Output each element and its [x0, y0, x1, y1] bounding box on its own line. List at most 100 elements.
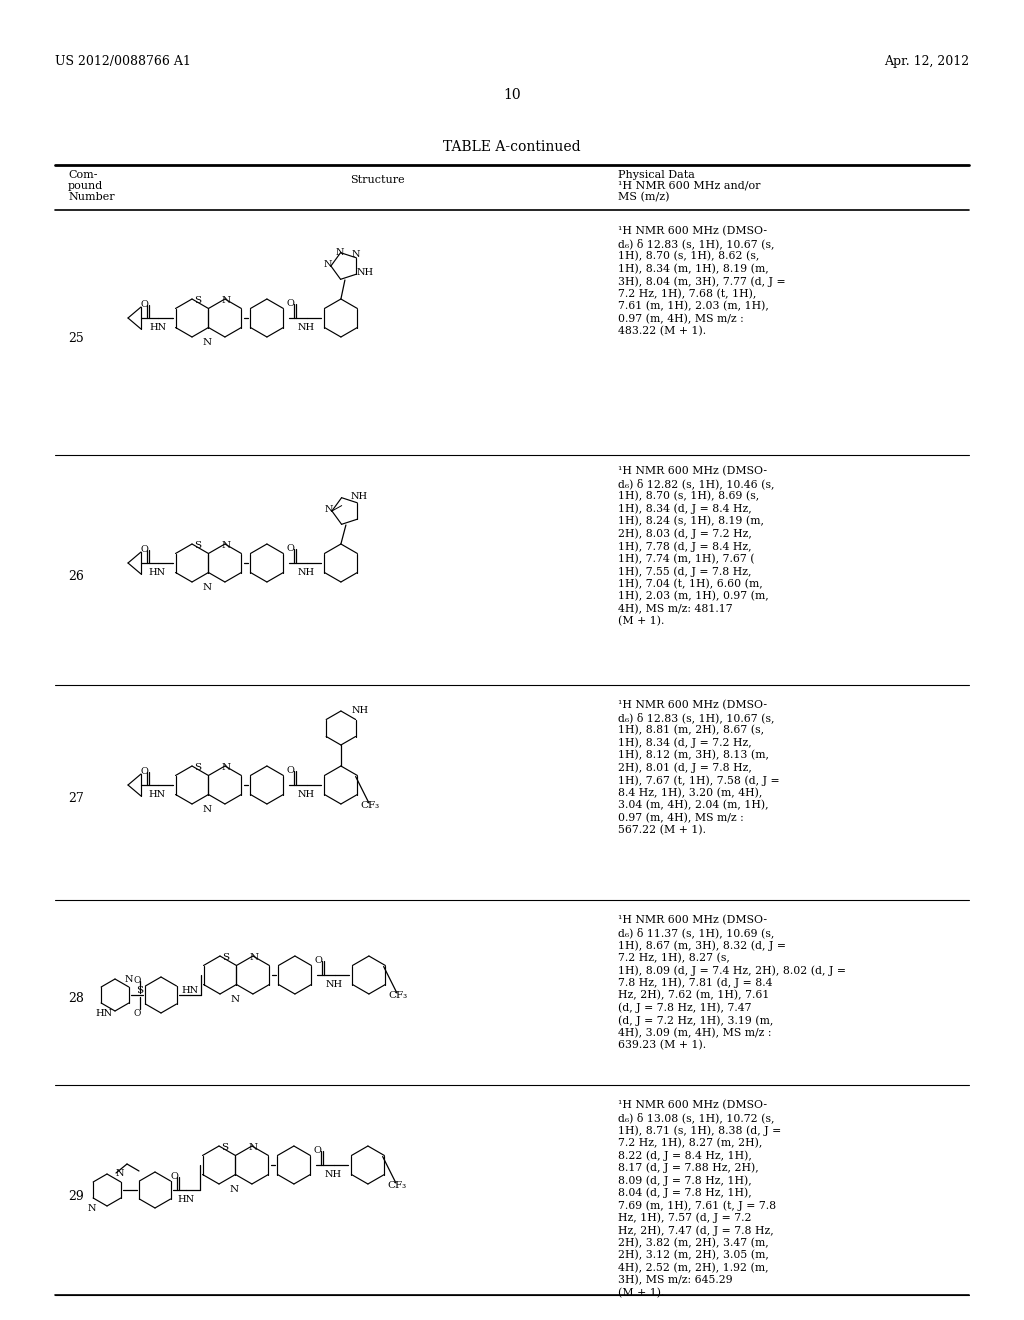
Text: Hz, 1H), 7.57 (d, J = 7.2: Hz, 1H), 7.57 (d, J = 7.2 [618, 1213, 752, 1224]
Text: NH: NH [298, 789, 315, 799]
Text: 1H), 7.67 (t, 1H), 7.58 (d, J =: 1H), 7.67 (t, 1H), 7.58 (d, J = [618, 775, 779, 785]
Text: d₆) δ 12.83 (s, 1H), 10.67 (s,: d₆) δ 12.83 (s, 1H), 10.67 (s, [618, 713, 774, 723]
Text: 1H), 7.04 (t, 1H), 6.60 (m,: 1H), 7.04 (t, 1H), 6.60 (m, [618, 578, 763, 589]
Text: 29: 29 [68, 1191, 84, 1203]
Text: 1H), 8.81 (m, 2H), 8.67 (s,: 1H), 8.81 (m, 2H), 8.67 (s, [618, 725, 764, 735]
Text: (M + 1).: (M + 1). [618, 616, 665, 626]
Text: NH: NH [357, 268, 374, 277]
Text: 2H), 3.12 (m, 2H), 3.05 (m,: 2H), 3.12 (m, 2H), 3.05 (m, [618, 1250, 769, 1261]
Text: ¹H NMR 600 MHz (DMSO-: ¹H NMR 600 MHz (DMSO- [618, 226, 767, 236]
Text: US 2012/0088766 A1: US 2012/0088766 A1 [55, 55, 190, 69]
Text: S: S [195, 296, 202, 305]
Text: 3.04 (m, 4H), 2.04 (m, 1H),: 3.04 (m, 4H), 2.04 (m, 1H), [618, 800, 769, 810]
Text: Hz, 2H), 7.47 (d, J = 7.8 Hz,: Hz, 2H), 7.47 (d, J = 7.8 Hz, [618, 1225, 774, 1236]
Text: 483.22 (M + 1).: 483.22 (M + 1). [618, 326, 707, 337]
Text: 1H), 8.24 (s, 1H), 8.19 (m,: 1H), 8.24 (s, 1H), 8.19 (m, [618, 516, 764, 527]
Text: N: N [249, 1143, 257, 1152]
Text: Number: Number [68, 191, 115, 202]
Text: (d, J = 7.2 Hz, 1H), 3.19 (m,: (d, J = 7.2 Hz, 1H), 3.19 (m, [618, 1015, 773, 1026]
Text: d₆) δ 12.82 (s, 1H), 10.46 (s,: d₆) δ 12.82 (s, 1H), 10.46 (s, [618, 479, 774, 490]
Text: N: N [229, 1185, 239, 1195]
Text: 1H), 8.34 (d, J = 8.4 Hz,: 1H), 8.34 (d, J = 8.4 Hz, [618, 503, 752, 513]
Text: N: N [336, 248, 344, 257]
Text: 3H), MS m/z: 645.29: 3H), MS m/z: 645.29 [618, 1275, 732, 1286]
Text: HN: HN [177, 1195, 195, 1204]
Text: 8.09 (d, J = 7.8 Hz, 1H),: 8.09 (d, J = 7.8 Hz, 1H), [618, 1175, 752, 1185]
Text: 25: 25 [68, 333, 84, 345]
Text: 567.22 (M + 1).: 567.22 (M + 1). [618, 825, 706, 836]
Text: Com-: Com- [68, 170, 97, 180]
Text: 7.2 Hz, 1H), 8.27 (s,: 7.2 Hz, 1H), 8.27 (s, [618, 953, 730, 962]
Text: O: O [170, 1172, 178, 1181]
Text: O: O [315, 956, 323, 965]
Text: 1H), 8.70 (s, 1H), 8.69 (s,: 1H), 8.70 (s, 1H), 8.69 (s, [618, 491, 759, 502]
Text: O: O [140, 300, 147, 309]
Text: 8.22 (d, J = 8.4 Hz, 1H),: 8.22 (d, J = 8.4 Hz, 1H), [618, 1150, 752, 1160]
Text: ¹H NMR 600 MHz (DMSO-: ¹H NMR 600 MHz (DMSO- [618, 1100, 767, 1110]
Text: N: N [230, 995, 240, 1005]
Text: 1H), 7.55 (d, J = 7.8 Hz,: 1H), 7.55 (d, J = 7.8 Hz, [618, 566, 752, 577]
Text: NH: NH [326, 979, 343, 989]
Text: O: O [133, 1008, 140, 1018]
Text: O: O [287, 300, 295, 308]
Text: 4H), 3.09 (m, 4H), MS m/z :: 4H), 3.09 (m, 4H), MS m/z : [618, 1027, 771, 1038]
Text: 1H), 8.67 (m, 3H), 8.32 (d, J =: 1H), 8.67 (m, 3H), 8.32 (d, J = [618, 940, 786, 950]
Text: 3H), 8.04 (m, 3H), 7.77 (d, J =: 3H), 8.04 (m, 3H), 7.77 (d, J = [618, 276, 785, 286]
Text: N: N [88, 1204, 96, 1213]
Text: CF₃: CF₃ [387, 1181, 407, 1191]
Text: O: O [287, 544, 295, 553]
Text: O: O [287, 766, 295, 775]
Text: d₆) δ 11.37 (s, 1H), 10.69 (s,: d₆) δ 11.37 (s, 1H), 10.69 (s, [618, 928, 774, 939]
Text: 2H), 8.03 (d, J = 7.2 Hz,: 2H), 8.03 (d, J = 7.2 Hz, [618, 528, 752, 539]
Text: HN: HN [95, 1008, 112, 1018]
Text: 0.97 (m, 4H), MS m/z :: 0.97 (m, 4H), MS m/z : [618, 813, 743, 822]
Text: (M + 1).: (M + 1). [618, 1287, 665, 1298]
Text: S: S [195, 763, 202, 772]
Text: N: N [203, 805, 212, 814]
Text: 1H), 7.74 (m, 1H), 7.67 (: 1H), 7.74 (m, 1H), 7.67 ( [618, 553, 755, 564]
Text: N: N [203, 338, 212, 347]
Text: (d, J = 7.8 Hz, 1H), 7.47: (d, J = 7.8 Hz, 1H), 7.47 [618, 1002, 752, 1012]
Text: HN: HN [181, 986, 198, 995]
Text: 1H), 8.71 (s, 1H), 8.38 (d, J =: 1H), 8.71 (s, 1H), 8.38 (d, J = [618, 1125, 781, 1135]
Text: 27: 27 [68, 792, 84, 805]
Text: N: N [116, 1170, 125, 1177]
Text: 4H), MS m/z: 481.17: 4H), MS m/z: 481.17 [618, 603, 732, 614]
Text: TABLE A-continued: TABLE A-continued [443, 140, 581, 154]
Text: pound: pound [68, 181, 103, 191]
Text: 1H), 8.70 (s, 1H), 8.62 (s,: 1H), 8.70 (s, 1H), 8.62 (s, [618, 251, 760, 261]
Text: 2H), 3.82 (m, 2H), 3.47 (m,: 2H), 3.82 (m, 2H), 3.47 (m, [618, 1238, 769, 1247]
Text: NH: NH [325, 1170, 342, 1179]
Text: N: N [324, 260, 333, 269]
Text: Apr. 12, 2012: Apr. 12, 2012 [884, 55, 969, 69]
Text: 1H), 8.12 (m, 3H), 8.13 (m,: 1H), 8.12 (m, 3H), 8.13 (m, [618, 750, 769, 760]
Text: O: O [133, 975, 140, 985]
Text: N: N [221, 763, 230, 772]
Text: 8.17 (d, J = 7.88 Hz, 2H),: 8.17 (d, J = 7.88 Hz, 2H), [618, 1163, 759, 1173]
Text: 10: 10 [503, 88, 521, 102]
Text: ¹H NMR 600 MHz (DMSO-: ¹H NMR 600 MHz (DMSO- [618, 700, 767, 710]
Text: 1H), 8.34 (m, 1H), 8.19 (m,: 1H), 8.34 (m, 1H), 8.19 (m, [618, 264, 769, 273]
Text: 4H), 2.52 (m, 2H), 1.92 (m,: 4H), 2.52 (m, 2H), 1.92 (m, [618, 1262, 769, 1272]
Text: 1H), 2.03 (m, 1H), 0.97 (m,: 1H), 2.03 (m, 1H), 0.97 (m, [618, 591, 769, 602]
Text: S: S [222, 953, 229, 962]
Text: O: O [140, 767, 147, 776]
Text: 7.8 Hz, 1H), 7.81 (d, J = 8.4: 7.8 Hz, 1H), 7.81 (d, J = 8.4 [618, 978, 772, 989]
Text: N: N [325, 506, 334, 513]
Text: 7.69 (m, 1H), 7.61 (t, J = 7.8: 7.69 (m, 1H), 7.61 (t, J = 7.8 [618, 1200, 776, 1210]
Text: 639.23 (M + 1).: 639.23 (M + 1). [618, 1040, 707, 1051]
Text: Hz, 2H), 7.62 (m, 1H), 7.61: Hz, 2H), 7.62 (m, 1H), 7.61 [618, 990, 769, 1001]
Text: ¹H NMR 600 MHz (DMSO-: ¹H NMR 600 MHz (DMSO- [618, 466, 767, 477]
Text: HN: HN [148, 568, 165, 577]
Text: NH: NH [351, 492, 368, 502]
Text: N: N [221, 296, 230, 305]
Text: NH: NH [298, 323, 315, 333]
Text: CF₃: CF₃ [359, 801, 379, 810]
Text: 1H), 8.09 (d, J = 7.4 Hz, 2H), 8.02 (d, J =: 1H), 8.09 (d, J = 7.4 Hz, 2H), 8.02 (d, … [618, 965, 846, 975]
Text: HN: HN [148, 789, 165, 799]
Text: NH: NH [298, 568, 315, 577]
Text: N: N [203, 583, 212, 591]
Text: S: S [136, 986, 143, 995]
Text: Structure: Structure [350, 176, 404, 185]
Text: 7.61 (m, 1H), 2.03 (m, 1H),: 7.61 (m, 1H), 2.03 (m, 1H), [618, 301, 769, 312]
